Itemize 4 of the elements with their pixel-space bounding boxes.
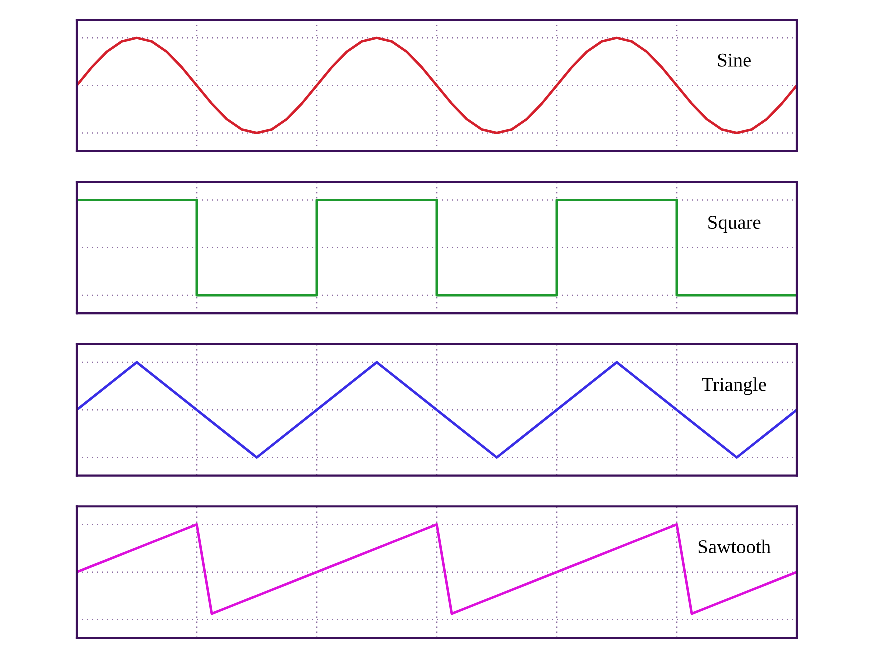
text: Square bbox=[708, 216, 761, 234]
text: Triangle bbox=[702, 378, 766, 396]
text: Sine bbox=[718, 54, 751, 67]
text: Sawtooth bbox=[698, 540, 771, 554]
